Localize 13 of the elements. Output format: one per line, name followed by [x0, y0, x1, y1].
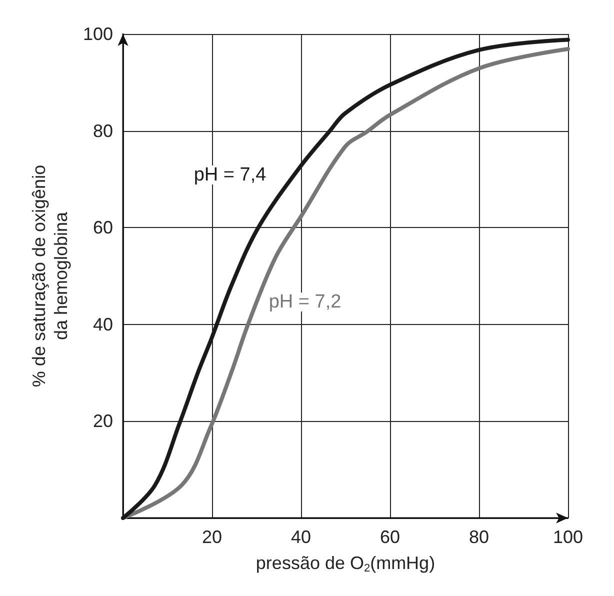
annotation: pH = 7,4 [194, 164, 267, 186]
y-tick-label: 80 [92, 120, 113, 141]
y-axis-title: % de saturação de oxigênio da hemoglobina [29, 164, 72, 388]
y-tick-label: 20 [92, 411, 113, 432]
x-tick-label: 40 [290, 527, 312, 547]
y-tick-label: 40 [92, 314, 113, 334]
x-tick-label: 60 [380, 527, 400, 547]
x-tick-label: 20 [202, 527, 222, 547]
y-tick-label: 100 [82, 24, 113, 44]
x-tick-label: 100 [552, 527, 584, 547]
y-tick-label: 60 [92, 218, 113, 238]
x-tick-label: 80 [468, 527, 490, 547]
annotation: pH = 7,2 [268, 292, 342, 312]
